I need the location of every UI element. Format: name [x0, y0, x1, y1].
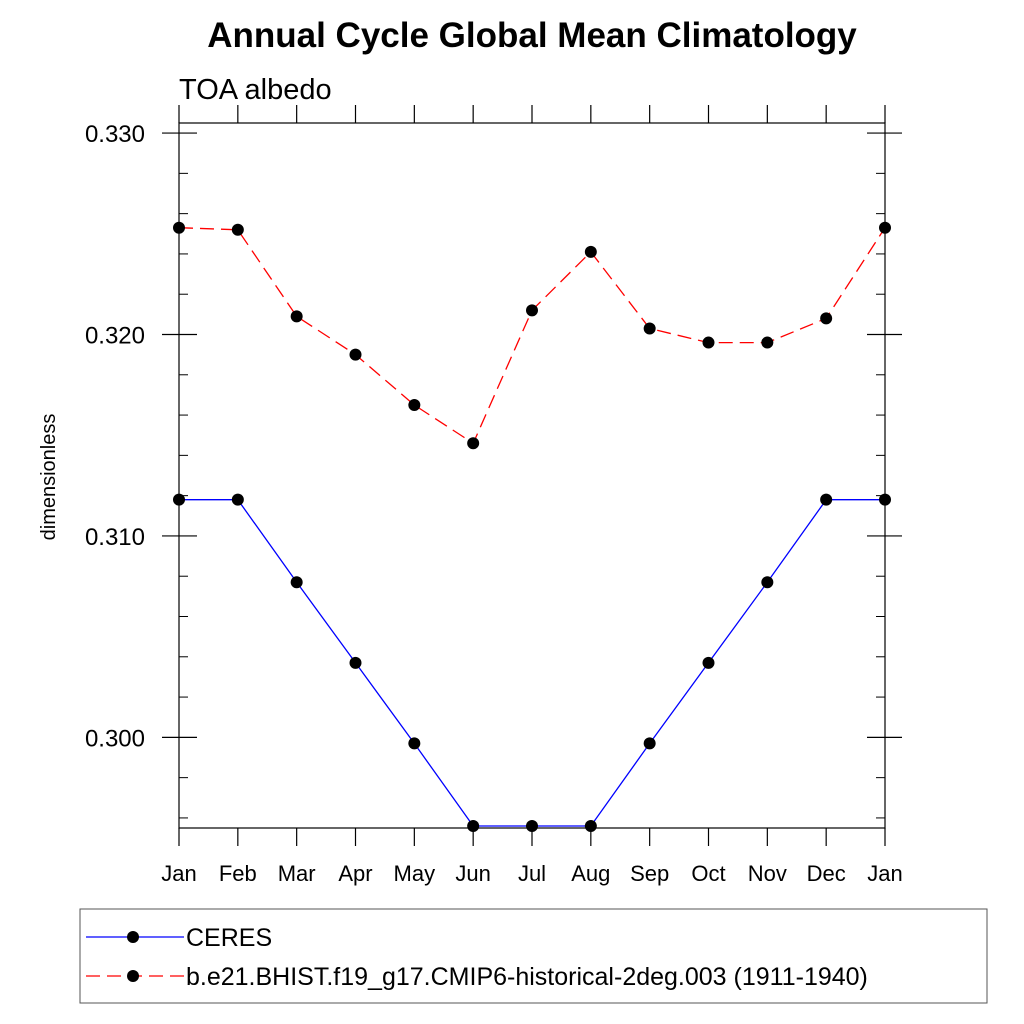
- series-0-point: [467, 819, 480, 832]
- y-axis-ticks: 0.300 0.310 0.320 0.330: [85, 121, 902, 819]
- y-tick-label: 0.310: [85, 524, 145, 551]
- series-1-point: [820, 312, 833, 325]
- x-tick-label: Aug: [571, 861, 610, 886]
- legend-marker-1: [127, 970, 139, 982]
- x-tick-label: Jun: [455, 861, 490, 886]
- series-1-point: [467, 437, 480, 450]
- series-0-point: [643, 737, 656, 750]
- plot-frame: [178, 122, 886, 829]
- series-0-point: [820, 493, 833, 506]
- y-tick-label: 0.300: [85, 725, 145, 752]
- x-axis-ticks: Jan Feb Mar Apr May Jun Jul Aug Sep Oct Nov Dec Jan: [161, 105, 903, 886]
- chart-title: Annual Cycle Global Mean Climatology: [207, 16, 857, 55]
- x-tick-label: Apr: [338, 861, 372, 886]
- legend-label-0: CERES: [186, 924, 272, 952]
- series-1-point: [702, 336, 715, 349]
- x-tick-label: Dec: [807, 861, 846, 886]
- series-0-point: [879, 493, 891, 506]
- series-0-point: [761, 576, 774, 589]
- x-tick-label: Oct: [691, 861, 725, 886]
- series-0-point: [584, 819, 597, 832]
- series-1-point: [761, 336, 774, 349]
- x-tick-label: Jul: [518, 861, 546, 886]
- series-1-point: [290, 310, 303, 323]
- series-0-point: [290, 576, 303, 589]
- x-tick-label: Jan: [161, 861, 196, 886]
- series-0-point: [408, 737, 421, 750]
- x-tick-label: Jan: [867, 861, 902, 886]
- series-layer: [173, 221, 891, 832]
- legend-label-1: b.e21.BHIST.f19_g17.CMIP6-historical-2de…: [186, 963, 868, 991]
- x-tick-label: Sep: [630, 861, 669, 886]
- y-tick-label: 0.320: [85, 323, 145, 350]
- series-0-point: [349, 656, 362, 669]
- y-axis-label: dimensionless: [38, 414, 60, 541]
- x-tick-label: Feb: [219, 861, 257, 886]
- legend: CERES b.e21.BHIST.f19_g17.CMIP6-historica…: [86, 924, 868, 991]
- x-tick-label: May: [394, 861, 436, 886]
- series-0-point: [702, 656, 715, 669]
- series-0-point: [173, 493, 185, 506]
- series-0-point: [231, 493, 244, 506]
- series-1-point: [408, 399, 421, 411]
- y-tick-label: 0.330: [85, 121, 145, 148]
- chart-subtitle: TOA albedo: [179, 74, 332, 106]
- series-1-point: [173, 221, 185, 234]
- series-0-point: [526, 819, 538, 832]
- series-1-point: [584, 245, 597, 258]
- series-1-point: [643, 322, 656, 335]
- legend-marker-0: [127, 931, 139, 943]
- series-1-point: [526, 304, 538, 317]
- series-line-0: [179, 499, 885, 827]
- series-1-point: [349, 348, 362, 361]
- x-tick-label: Mar: [278, 861, 316, 886]
- series-line-1: [178, 227, 886, 445]
- series-1-point: [231, 223, 244, 236]
- series-1-point: [879, 221, 891, 234]
- legend-box: [79, 908, 988, 1004]
- x-tick-label: Nov: [748, 861, 787, 886]
